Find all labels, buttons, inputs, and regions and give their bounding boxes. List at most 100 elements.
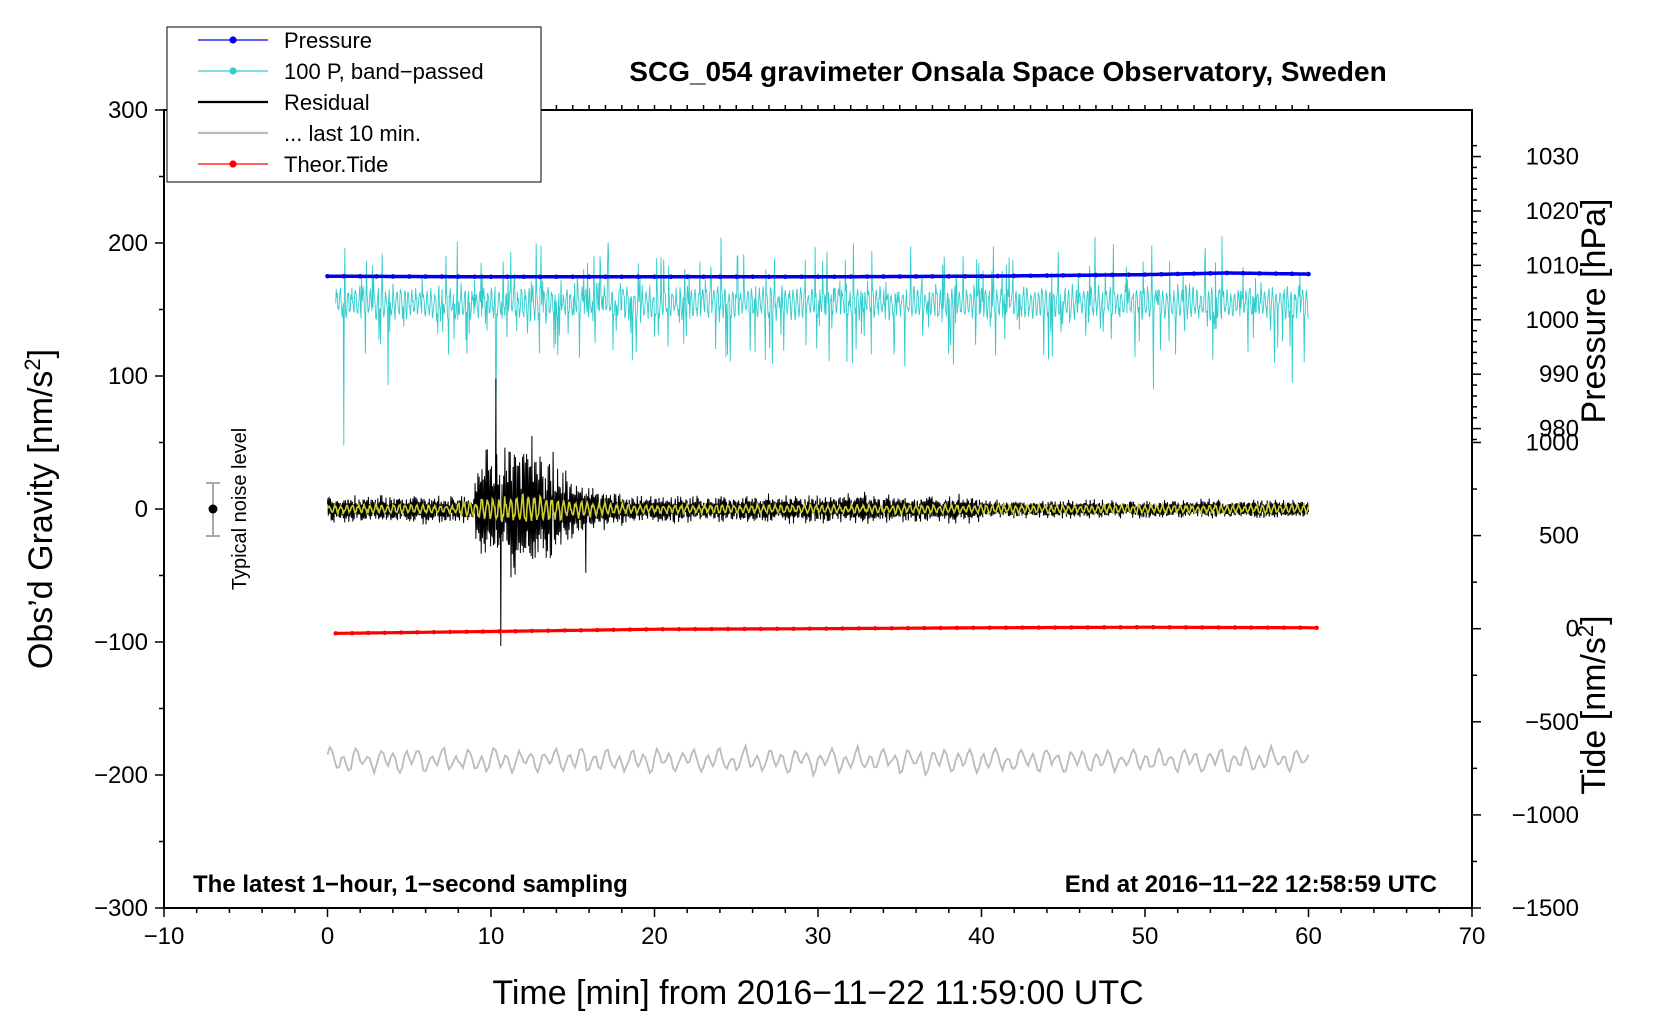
x-tick-label: 40: [968, 923, 995, 950]
pressure-point: [1142, 272, 1148, 277]
x-tick-label: 30: [805, 923, 832, 950]
tide-point: [1249, 625, 1254, 630]
pressure-point: [1306, 271, 1311, 277]
tide-point: [889, 626, 894, 631]
pressure-point: [570, 274, 576, 280]
legend-item: 100 P, band−passed: [198, 59, 484, 84]
pressure-point: [488, 274, 494, 280]
legend-label: 100 P, band−passed: [284, 59, 484, 84]
tide-point: [1036, 625, 1041, 630]
tide-point: [1101, 625, 1107, 630]
pressure-point: [1191, 271, 1197, 276]
tide-point: [1216, 625, 1221, 630]
tide-point: [840, 626, 845, 631]
y-axis-title-sup: 2: [20, 358, 45, 370]
tide-axis-title-end: ]: [1575, 615, 1613, 624]
tide-tick-label: −500: [1525, 709, 1579, 736]
pressure-point: [733, 274, 739, 280]
tide-point: [971, 625, 976, 631]
legend-label: Pressure: [284, 28, 372, 53]
tide-point: [382, 630, 387, 635]
noise-level-label: Typical noise level: [229, 428, 251, 590]
pressure-point: [1289, 271, 1295, 277]
tide-point: [987, 625, 992, 630]
pressure-point: [799, 274, 804, 280]
legend-marker: [229, 36, 237, 44]
tide-point: [1150, 625, 1156, 630]
tide-point: [611, 627, 616, 633]
x-tick-label: −10: [144, 923, 185, 950]
tide-point: [938, 625, 943, 631]
pressure-point: [897, 274, 903, 279]
y-axis-title-end: ]: [22, 349, 60, 358]
pressure-point: [864, 274, 870, 279]
pressure-point: [325, 273, 330, 279]
pressure-point: [1240, 270, 1246, 276]
pressure-point: [995, 273, 1001, 279]
pressure-point: [832, 274, 837, 280]
tide-point: [415, 630, 420, 635]
tide-point: [1069, 625, 1074, 630]
x-tick-label: 50: [1132, 923, 1159, 950]
y-tick-label: 200: [108, 230, 148, 257]
pressure-point: [1273, 271, 1279, 276]
series-band-passed-pressure: [335, 236, 1309, 446]
tide-point: [627, 627, 633, 632]
pressure-point: [472, 274, 477, 280]
pressure-point: [1044, 273, 1050, 278]
annotation-bottom-right: End at 2016−11−22 12:58:59 UTC: [1065, 871, 1437, 898]
legend: Pressure 100 P, band−passed Residual ... la…: [166, 26, 542, 183]
pressure-point: [586, 274, 592, 280]
tide-point: [1003, 625, 1009, 630]
tide-point: [513, 628, 518, 634]
pressure-point: [603, 274, 608, 280]
pressure-point: [1110, 272, 1115, 278]
tide-axis-title: Tide [nm/s2]: [1573, 615, 1613, 794]
pressure-point: [881, 274, 886, 279]
tide-point: [447, 629, 453, 635]
tide-point: [758, 626, 763, 632]
pressure-point: [913, 274, 919, 279]
y-tick-label: 300: [108, 97, 148, 124]
pressure-point: [554, 274, 559, 280]
pressure-point: [619, 274, 625, 280]
pressure-tick-label: 1030: [1526, 144, 1579, 171]
tide-axis-title-main: Tide [nm/s: [1575, 637, 1613, 794]
legend-marker: [229, 67, 237, 75]
pressure-point: [668, 274, 674, 280]
pressure-point: [390, 274, 396, 279]
ticks-layer: −10 0 10 20 30 40 50 60 70−300−200−1000100200300…: [94, 97, 1579, 950]
legend-item: Theor.Tide: [198, 152, 388, 177]
pressure-point: [750, 274, 755, 280]
pressure-tick-label: 1000: [1526, 307, 1579, 334]
y-axis-title-main: Obs’d Gravity [nm/s: [22, 371, 60, 670]
pressure-point: [1093, 272, 1099, 278]
chart-title: SCG_054 gravimeter Onsala Space Observat…: [629, 56, 1386, 87]
tide-point: [1118, 625, 1123, 630]
pressure-tick-label: 1010: [1526, 252, 1579, 279]
tide-point: [546, 628, 551, 633]
pressure-point: [815, 274, 821, 280]
series-layer: [325, 236, 1319, 779]
pressure-point: [962, 274, 968, 279]
legend-item: ... last 10 min.: [198, 121, 421, 146]
pressure-point: [374, 274, 379, 279]
tide-point: [595, 627, 600, 633]
x-tick-label: 20: [641, 923, 668, 950]
legend-label: Residual: [284, 90, 370, 115]
y-tick-label: 100: [108, 363, 148, 390]
pressure-point: [701, 274, 706, 280]
tide-point: [1232, 625, 1238, 630]
pressure-point: [357, 274, 363, 279]
tide-point: [709, 626, 714, 632]
pressure-point: [766, 274, 772, 280]
legend-label: ... last 10 min.: [284, 121, 421, 146]
tide-point: [578, 628, 584, 633]
pressure-point: [537, 274, 543, 280]
tide-point: [1020, 625, 1025, 630]
tide-point: [823, 626, 829, 631]
tide-point: [922, 625, 927, 631]
legend-label: Theor.Tide: [284, 152, 388, 177]
x-tick-label: 70: [1459, 923, 1486, 950]
